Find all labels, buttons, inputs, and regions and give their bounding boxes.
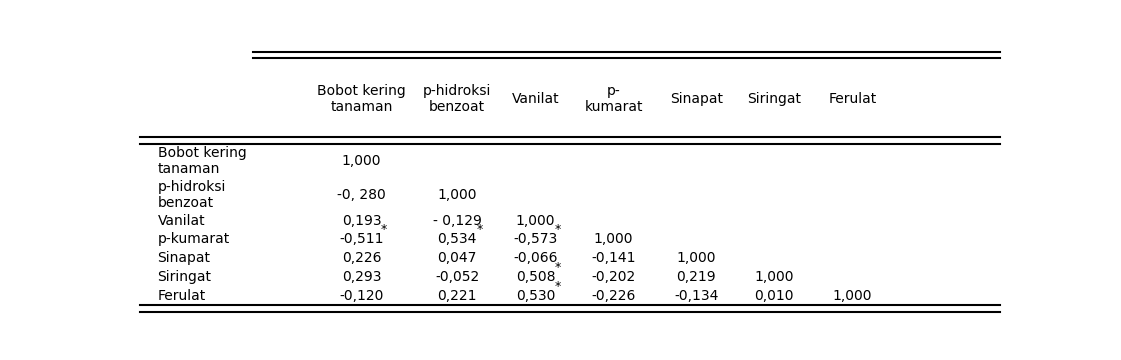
Text: -0,052: -0,052 — [435, 270, 480, 284]
Text: Siringat: Siringat — [157, 270, 212, 284]
Text: *: * — [555, 261, 560, 274]
Text: - 0,129: - 0,129 — [433, 213, 482, 228]
Text: 1,000: 1,000 — [676, 251, 716, 265]
Text: 0,226: 0,226 — [342, 251, 381, 265]
Text: 0,047: 0,047 — [437, 251, 476, 265]
Text: Sinapat: Sinapat — [669, 92, 723, 105]
Text: p-
kumarat: p- kumarat — [584, 84, 642, 114]
Text: Sinapat: Sinapat — [157, 251, 211, 265]
Text: 0,221: 0,221 — [437, 289, 476, 303]
Text: 1,000: 1,000 — [516, 213, 555, 228]
Text: 0,534: 0,534 — [437, 232, 476, 246]
Text: 0,193: 0,193 — [342, 213, 381, 228]
Text: Siringat: Siringat — [748, 92, 802, 105]
Text: 0,219: 0,219 — [676, 270, 716, 284]
Text: -0, 280: -0, 280 — [337, 188, 386, 202]
Text: -0,134: -0,134 — [674, 289, 719, 303]
Text: Vanilat: Vanilat — [157, 213, 205, 228]
Text: Bobot kering
tanaman: Bobot kering tanaman — [157, 146, 247, 176]
Text: 0,010: 0,010 — [754, 289, 794, 303]
Text: 1,000: 1,000 — [437, 188, 476, 202]
Text: -0,226: -0,226 — [592, 289, 636, 303]
Text: Ferulat: Ferulat — [828, 92, 877, 105]
Text: p-hidroksi
benzoat: p-hidroksi benzoat — [423, 84, 491, 114]
Text: -0,141: -0,141 — [592, 251, 636, 265]
Text: 1,000: 1,000 — [754, 270, 794, 284]
Text: Vanilat: Vanilat — [511, 92, 559, 105]
Text: -0,066: -0,066 — [513, 251, 557, 265]
Text: -0,511: -0,511 — [340, 232, 383, 246]
Text: 0,508: 0,508 — [516, 270, 555, 284]
Text: 1,000: 1,000 — [833, 289, 872, 303]
Text: Ferulat: Ferulat — [157, 289, 206, 303]
Text: *: * — [381, 223, 387, 236]
Text: *: * — [555, 223, 560, 236]
Text: -0,573: -0,573 — [513, 232, 557, 246]
Text: 0,530: 0,530 — [516, 289, 555, 303]
Text: 1,000: 1,000 — [594, 232, 633, 246]
Text: *: * — [555, 280, 560, 293]
Text: *: * — [476, 223, 483, 236]
Text: -0,202: -0,202 — [592, 270, 636, 284]
Text: 1,000: 1,000 — [342, 154, 381, 168]
Text: -0,120: -0,120 — [340, 289, 383, 303]
Text: p-kumarat: p-kumarat — [157, 232, 230, 246]
Text: Bobot kering
tanaman: Bobot kering tanaman — [317, 84, 406, 114]
Text: 0,293: 0,293 — [342, 270, 381, 284]
Text: p-hidroksi
benzoat: p-hidroksi benzoat — [157, 180, 225, 210]
